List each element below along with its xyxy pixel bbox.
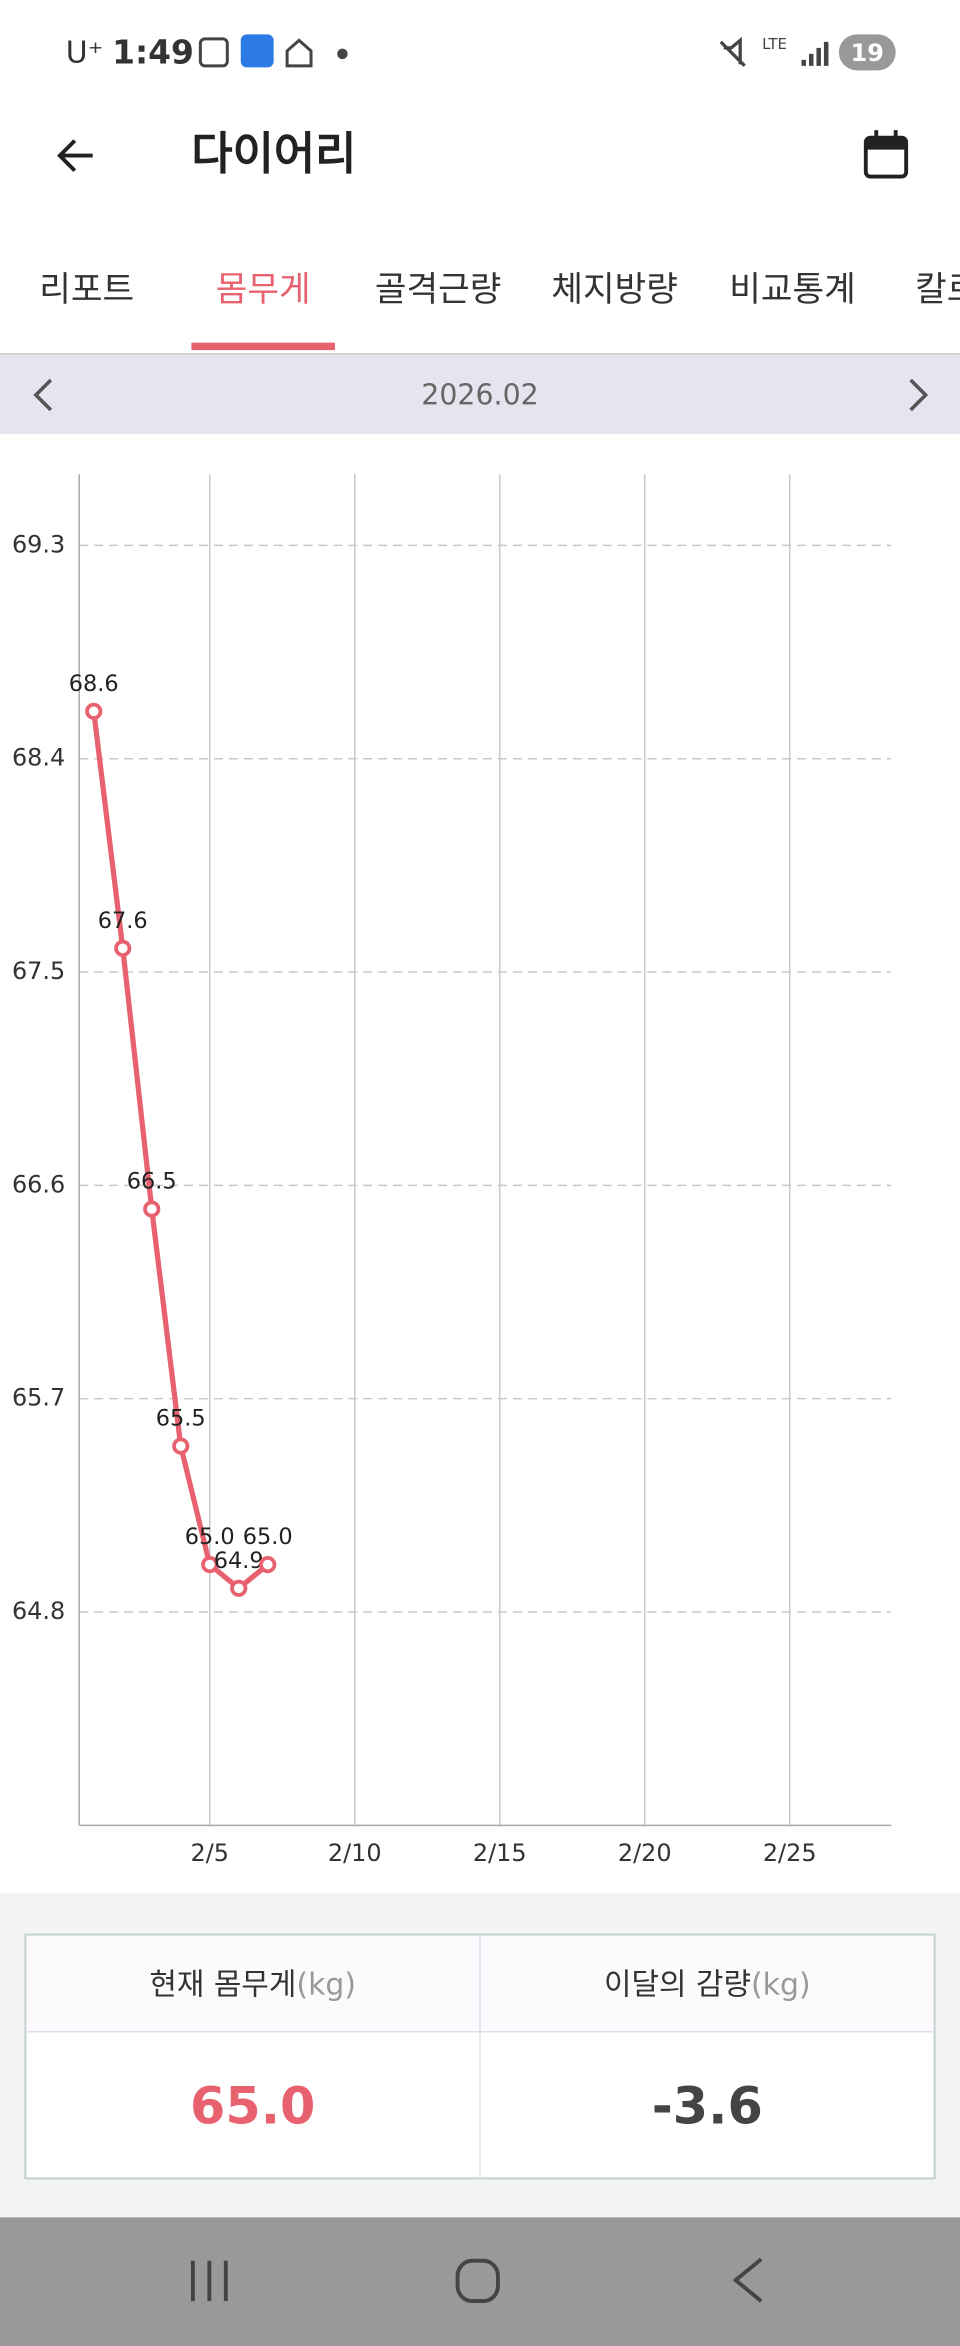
tab-indicator — [191, 342, 335, 351]
data-label: 65.0 — [185, 1524, 235, 1550]
recent-apps[interactable] — [190, 2260, 228, 2302]
status-icon — [240, 34, 274, 68]
page-title: 다이어리 — [191, 127, 356, 180]
x-tick-label: 2/10 — [328, 1839, 382, 1867]
data-label: 65.5 — [156, 1406, 206, 1432]
status-dot — [337, 48, 348, 60]
x-tick-label: 2/5 — [191, 1839, 229, 1867]
summary-header: 현재 몸무게(kg) — [149, 1967, 356, 2002]
y-tick-label: 66.6 — [12, 1170, 65, 1198]
x-tick-label: 2/20 — [618, 1839, 672, 1867]
month-label: 2026.02 — [421, 378, 538, 411]
carrier: U⁺ — [66, 35, 104, 70]
time: 1:49 — [112, 32, 194, 71]
data-point — [201, 1556, 219, 1574]
back-button[interactable] — [57, 139, 93, 172]
nav-bar — [0, 2217, 960, 2346]
data-point — [143, 1200, 161, 1218]
y-tick-label: 68.4 — [12, 744, 65, 772]
y-tick-label: 65.7 — [12, 1384, 65, 1412]
tab[interactable]: 몸무게 — [216, 270, 311, 310]
tab[interactable]: 골격근량 — [375, 270, 502, 310]
y-tick-label: 67.5 — [12, 957, 65, 985]
data-label: 66.5 — [127, 1169, 177, 1195]
tab-divider — [0, 353, 960, 355]
data-point — [230, 1579, 248, 1597]
data-label: 67.6 — [98, 908, 148, 934]
tab[interactable]: 칼로리 — [915, 270, 960, 310]
data-label: 65.0 — [243, 1524, 293, 1550]
unit: (kg) — [751, 1967, 811, 2002]
x-tick-label: 2/15 — [473, 1839, 527, 1867]
tab[interactable]: 비교통계 — [729, 270, 856, 310]
data-label: 68.6 — [69, 671, 119, 697]
calendar-icon — [874, 130, 898, 143]
battery — [838, 34, 896, 71]
signal-icon — [801, 41, 829, 66]
y-tick-label: 64.8 — [12, 1597, 65, 1625]
status-icon — [285, 38, 313, 68]
data-point — [172, 1437, 190, 1455]
battery-level: 19 — [851, 39, 884, 67]
data-point — [114, 939, 132, 957]
summary-header: 이달의 감량(kg) — [604, 1967, 811, 2002]
home-button[interactable] — [455, 2258, 500, 2304]
monthly-loss: -3.6 — [652, 2077, 763, 2136]
data-point — [85, 702, 103, 720]
prev-month[interactable] — [33, 378, 53, 412]
tab[interactable]: 체지방량 — [551, 270, 678, 310]
data-point — [259, 1556, 277, 1574]
network: LTE — [762, 35, 787, 53]
summary-header-text: 현재 몸무게 — [149, 1967, 296, 2002]
back-nav[interactable] — [732, 2257, 763, 2303]
summary-header-text: 이달의 감량 — [604, 1967, 751, 2002]
next-month[interactable] — [909, 378, 929, 412]
calendar-icon — [865, 137, 907, 150]
mute-icon — [719, 36, 746, 67]
data-label: 64.9 — [214, 1548, 264, 1574]
unit: (kg) — [296, 1967, 356, 2002]
status-icon — [198, 37, 229, 68]
x-tick-label: 2/25 — [763, 1839, 817, 1867]
month-bar — [0, 354, 960, 434]
weight-line — [91, 710, 270, 1591]
y-tick-label: 69.3 — [12, 530, 65, 558]
calendar-button[interactable] — [863, 130, 909, 179]
tab[interactable]: 리포트 — [39, 270, 134, 310]
current-weight: 65.0 — [190, 2077, 315, 2136]
